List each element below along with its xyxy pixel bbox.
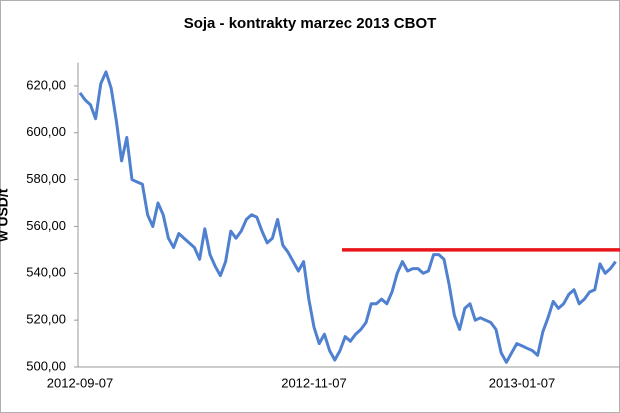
y-tick-label: 620,00 bbox=[26, 77, 66, 92]
y-tick-label: 580,00 bbox=[26, 171, 66, 186]
price-line bbox=[78, 70, 617, 364]
chart-title: Soja - kontrakty marzec 2013 CBOT bbox=[184, 15, 437, 32]
y-tick-label: 520,00 bbox=[26, 312, 66, 327]
y-tick-label: 500,00 bbox=[26, 358, 66, 373]
y-tick-label: 600,00 bbox=[26, 124, 66, 139]
x-tick-label: 2012-11-07 bbox=[281, 375, 347, 390]
y-tick-label: 560,00 bbox=[26, 218, 66, 233]
y-axis-label: w USD/t bbox=[0, 188, 11, 242]
x-tick-label: 2012-09-07 bbox=[47, 375, 114, 390]
x-tick-label: 2013-01-07 bbox=[489, 375, 556, 390]
y-tick-label: 540,00 bbox=[26, 265, 66, 280]
